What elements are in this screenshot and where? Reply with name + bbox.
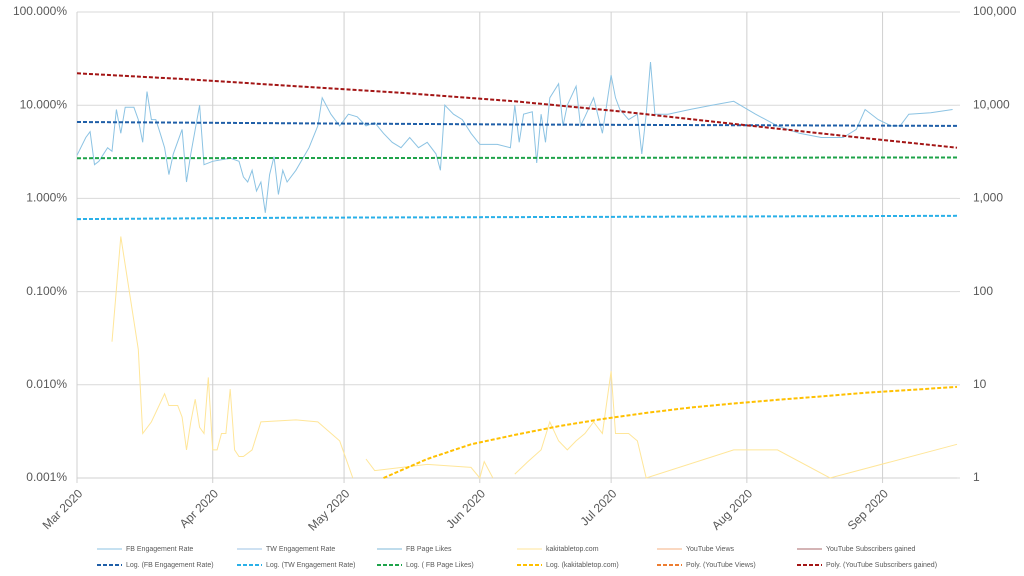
legend-label: Log. (FB Engagement Rate) [126, 562, 214, 569]
series-line [76, 72, 958, 149]
y-tick-label: 0.100% [26, 284, 67, 298]
legend-label: Log. (kakitabletop.com) [546, 562, 619, 569]
series-line [76, 62, 953, 213]
x-tick-label: Aug 2020 [709, 486, 755, 532]
y2-tick-label: 100,000 [973, 4, 1017, 18]
x-tick-label: Jul 2020 [578, 486, 620, 528]
legend-label: YouTube Views [686, 546, 734, 553]
legend-label: Log. ( FB Page Likes) [406, 562, 474, 569]
x-tick-label: Mar 2020 [40, 486, 86, 532]
x-tick-label: May 2020 [305, 486, 352, 533]
x-tick-label: Sep 2020 [845, 486, 891, 532]
y-tick-label: 100.000% [13, 4, 67, 18]
legend-label: Poly. (YouTube Subscribers gained) [826, 562, 937, 569]
series-line [383, 385, 958, 479]
y-tick-label: 0.001% [26, 470, 67, 484]
y2-tick-label: 10,000 [973, 97, 1010, 111]
legend-label: FB Engagement Rate [126, 546, 193, 553]
series-line [76, 214, 958, 221]
legend-label: FB Page Likes [406, 546, 452, 553]
y-tick-label: 0.010% [26, 377, 67, 391]
series-line [111, 236, 958, 480]
legend-label: TW Engagement Rate [266, 546, 335, 553]
y2-tick-label: 100 [973, 284, 993, 298]
x-tick-label: Jun 2020 [443, 486, 488, 531]
legend-label: kakitabletop.com [546, 546, 599, 553]
y-tick-label: 10.000% [20, 97, 68, 111]
x-tick-label: Apr 2020 [177, 486, 222, 531]
y2-tick-label: 10 [973, 377, 987, 391]
y-tick-label: 1.000% [26, 191, 67, 205]
series-line [76, 121, 958, 127]
y2-tick-label: 1 [973, 470, 980, 484]
legend-label: YouTube Subscribers gained [826, 546, 915, 553]
legend-label: Poly. (YouTube Views) [686, 562, 756, 569]
legend-label: Log. (TW Engagement Rate) [266, 562, 356, 569]
series-line [76, 156, 958, 160]
y2-tick-label: 1,000 [973, 191, 1003, 205]
